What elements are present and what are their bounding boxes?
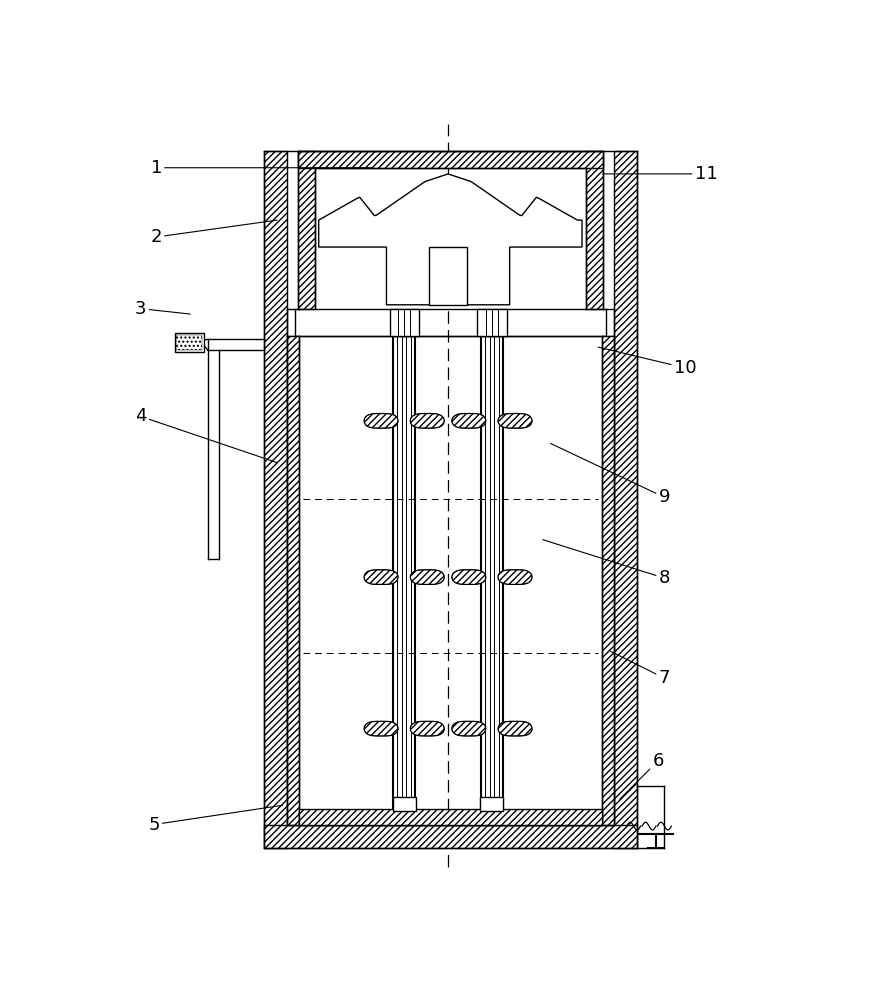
- Polygon shape: [364, 414, 398, 428]
- Polygon shape: [318, 174, 582, 305]
- Bar: [176, 335, 202, 350]
- Polygon shape: [364, 570, 398, 584]
- Text: 1: 1: [150, 159, 374, 177]
- Bar: [393, 797, 416, 811]
- Text: 5: 5: [148, 805, 283, 834]
- Bar: [175, 333, 204, 352]
- Polygon shape: [410, 570, 444, 584]
- Text: 6: 6: [620, 752, 664, 799]
- Text: 3: 3: [135, 300, 190, 318]
- Bar: [478, 309, 507, 336]
- Polygon shape: [429, 247, 467, 305]
- Bar: [480, 797, 503, 811]
- Polygon shape: [364, 721, 398, 736]
- Bar: [586, 151, 603, 309]
- Text: 10: 10: [598, 347, 696, 377]
- Polygon shape: [498, 414, 532, 428]
- Text: 7: 7: [611, 651, 670, 687]
- Text: 2: 2: [150, 220, 277, 246]
- Text: 4: 4: [135, 407, 277, 463]
- Bar: [389, 309, 419, 336]
- Polygon shape: [498, 721, 532, 736]
- Bar: [264, 151, 287, 848]
- Polygon shape: [452, 414, 486, 428]
- Bar: [264, 825, 637, 848]
- Bar: [613, 151, 637, 848]
- Polygon shape: [452, 721, 486, 736]
- Text: 11: 11: [603, 165, 718, 183]
- Bar: [602, 336, 613, 825]
- Polygon shape: [410, 414, 444, 428]
- Polygon shape: [452, 570, 486, 584]
- Bar: [287, 336, 298, 825]
- Polygon shape: [410, 721, 444, 736]
- Text: 8: 8: [542, 540, 670, 587]
- Text: 9: 9: [550, 443, 670, 506]
- Bar: [298, 151, 315, 309]
- Bar: [298, 809, 602, 825]
- Bar: [298, 151, 603, 168]
- Polygon shape: [498, 570, 532, 584]
